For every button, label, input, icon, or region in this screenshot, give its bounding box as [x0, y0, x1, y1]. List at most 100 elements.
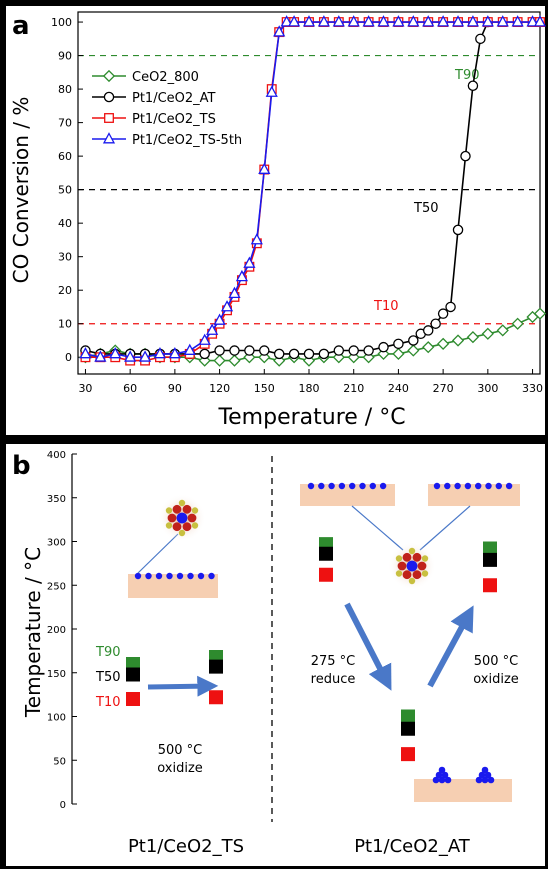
ts-oxidize-text: oxidize [157, 761, 203, 776]
data-point-triangle [280, 15, 293, 27]
data-point-triangle [273, 25, 286, 37]
pt-atom [433, 482, 441, 490]
y-tick-label: 50 [58, 184, 72, 197]
o-atom [412, 570, 422, 580]
pt-nanoparticle-atom [481, 766, 489, 774]
x-tick-label: 180 [299, 382, 320, 395]
y-tick-label: 10 [58, 318, 72, 331]
pt-nanoparticle-atom [487, 776, 495, 784]
data-point-triangle [466, 15, 480, 27]
panel-b-plot: 0 50 100 150 200 250 300 350 400 [47, 450, 497, 811]
pt-atom [166, 572, 173, 580]
data-point-diamond [102, 69, 116, 83]
data-point-circle [452, 224, 464, 236]
data-point-circle [430, 318, 441, 329]
y-tick-label: 100 [51, 16, 72, 29]
pt-atom [464, 482, 472, 490]
pt-center-atom [176, 512, 188, 524]
data-point-triangle [481, 15, 494, 27]
pt-atom [349, 482, 356, 490]
panel-b-label: b [12, 451, 31, 481]
reference-tag-t50: T50 [413, 201, 438, 216]
data-point-diamond [213, 354, 226, 367]
data-point-triangle [392, 15, 405, 27]
temp-marker-t10 [319, 567, 333, 582]
o-atom [402, 552, 412, 562]
data-point-circle [318, 348, 330, 360]
legend-label: Pt1/CeO2_TS [132, 112, 216, 127]
temp-marker-t50 [209, 659, 223, 674]
ts-connector-line [137, 533, 179, 574]
data-point-triangle [94, 350, 107, 362]
pt-atom [307, 482, 315, 490]
x-tick-label: 210 [343, 382, 364, 395]
panel-a-xlabel: Temperature / °C [217, 405, 405, 430]
data-point-diamond [407, 344, 420, 357]
panel-b-background [6, 444, 545, 866]
data-point-diamond [466, 331, 480, 344]
data-point-diamond [496, 324, 509, 337]
data-point-circle [445, 301, 456, 313]
pt-atom [338, 482, 346, 490]
pt-atom [369, 482, 376, 490]
y-tick-label: 40 [58, 217, 72, 230]
data-point-triangle [533, 15, 547, 27]
at-pt-atoms [307, 482, 513, 490]
pt-atom [379, 482, 387, 490]
o-atom [172, 522, 182, 532]
data-point-triangle [235, 269, 249, 282]
ce-atom [165, 522, 173, 529]
data-point-diamond [422, 341, 435, 354]
at-support-slab-bottom [414, 779, 512, 802]
data-point-circle [259, 345, 270, 356]
panel-b-y-tick-label: 150 [47, 669, 66, 680]
pt-nanoparticle-atom [438, 776, 446, 784]
y-tick-label: 20 [58, 284, 72, 297]
panel-b-y-tick-label: 50 [53, 756, 66, 767]
temp-marker-t10 [483, 578, 497, 593]
data-point-circle [214, 345, 225, 356]
data-point-triangle [228, 286, 241, 299]
temp-marker-t50 [319, 546, 333, 561]
ce-atom [191, 522, 199, 529]
legend-label: CeO2_800 [132, 70, 199, 85]
ce-atom [408, 547, 416, 555]
ce-atom [408, 577, 416, 585]
ts-group-label: Pt1/CeO2_TS [128, 836, 244, 857]
temp-marker-t90 [483, 541, 497, 556]
at-illustration [300, 482, 520, 802]
data-point-triangle [496, 15, 509, 27]
pt-nanoparticle-atom [441, 771, 449, 779]
o-atom [402, 570, 412, 580]
panel-b-y-tick-label: 400 [47, 450, 66, 461]
data-point-diamond [437, 337, 450, 350]
data-point-circle [467, 80, 479, 91]
data-point-triangle [317, 15, 330, 27]
pt-atom [454, 482, 461, 490]
panel-b-y-tick-label: 0 [60, 800, 66, 811]
y-tick-label: 30 [58, 251, 72, 264]
y-tick-label: 60 [58, 150, 72, 163]
data-point-circle [273, 348, 285, 360]
y-tick-label: 0 [65, 351, 72, 364]
data-point-circle [437, 308, 449, 319]
temp-marker-t10 [126, 692, 140, 706]
ce-atom [421, 555, 429, 562]
temp-marker-t50 [126, 667, 140, 682]
data-point-triangle [243, 256, 256, 268]
pt-atom [359, 482, 366, 490]
ce-atom [178, 499, 186, 507]
pt-nanoparticle-atom [435, 771, 443, 779]
data-point-triangle [153, 347, 167, 359]
data-point-circle [199, 348, 210, 360]
panel-b-y-tick-label: 350 [47, 494, 66, 505]
ts-single-atom-illustration [128, 494, 218, 598]
pt-atom [444, 482, 451, 490]
pt-atom [485, 482, 492, 490]
x-tick-label: 120 [209, 382, 230, 395]
pt-atom [187, 572, 194, 580]
data-point-triangle [377, 15, 390, 27]
data-point-diamond [511, 317, 524, 330]
data-point-circle [408, 335, 419, 346]
ce-atom [178, 529, 186, 537]
